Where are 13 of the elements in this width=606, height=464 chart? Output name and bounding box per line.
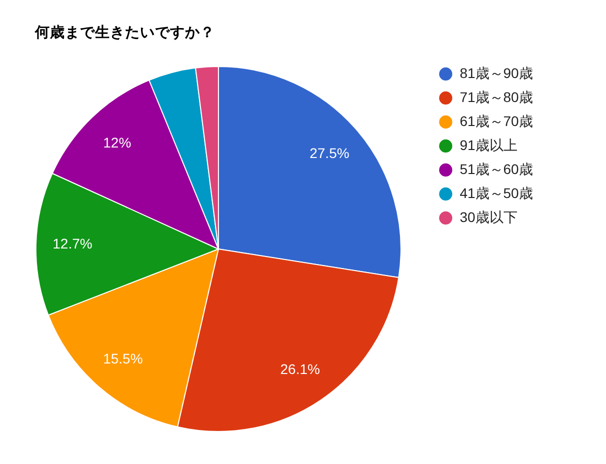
data-label: 12% — [103, 134, 132, 151]
legend-label: 61歳～70歳 — [460, 112, 533, 129]
data-label: 15.5% — [103, 350, 143, 366]
data-label: 12.7% — [52, 236, 92, 252]
data-label: 27.5% — [310, 145, 350, 162]
legend-label: 51歳～60歳 — [460, 160, 533, 177]
legend-label: 81歳～90歳 — [460, 64, 533, 81]
data-label: 26.1% — [280, 360, 320, 377]
legend-label: 91歳以上 — [460, 136, 518, 153]
legend-label: 41歳～50歳 — [460, 184, 533, 201]
legend-label: 30歳以下 — [460, 208, 518, 225]
legend-label: 71歳～80歳 — [460, 88, 533, 105]
chart-title: 何歳まで生きたいですか？ — [34, 24, 215, 41]
